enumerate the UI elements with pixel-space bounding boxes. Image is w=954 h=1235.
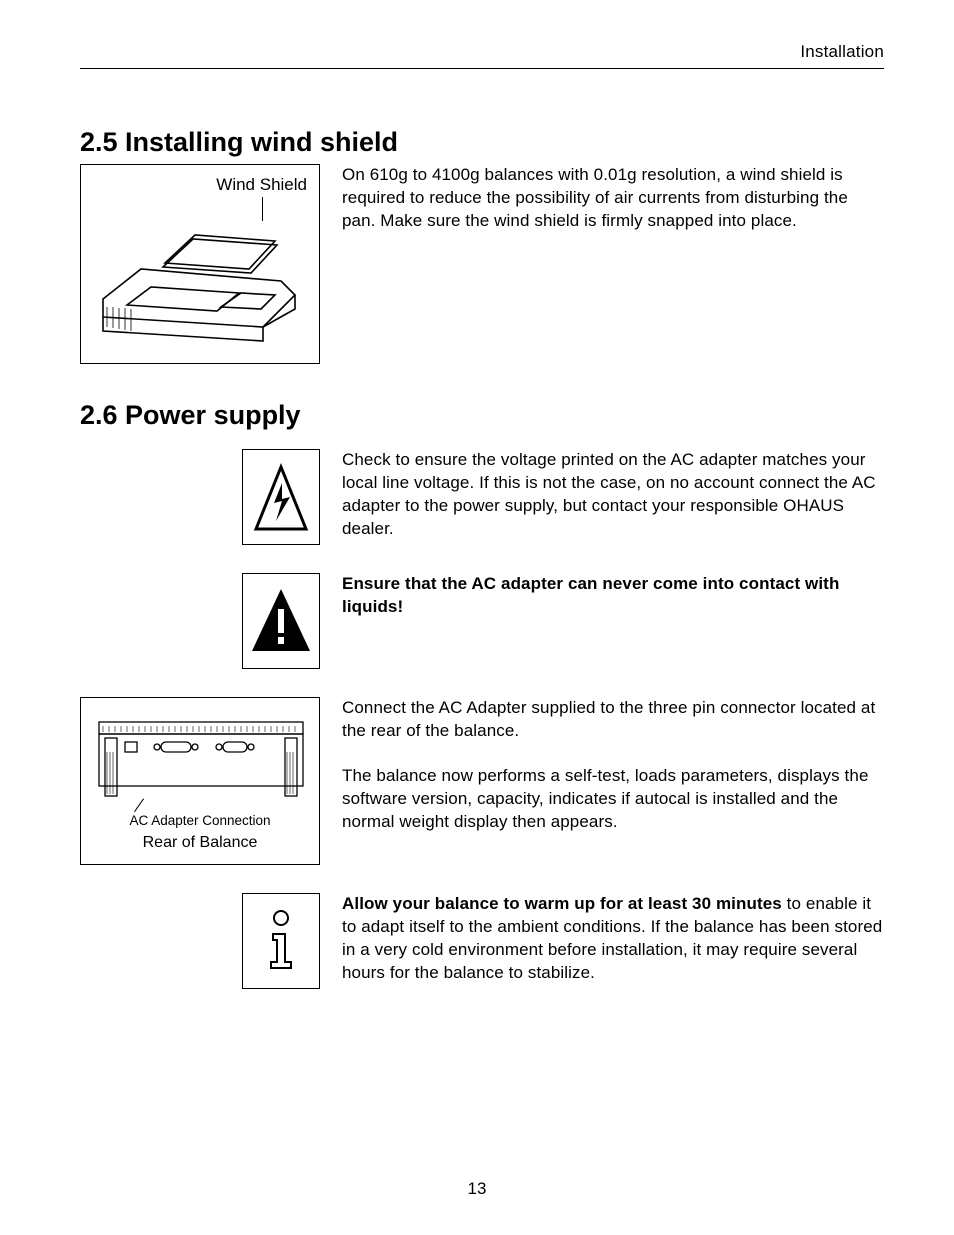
- text-column: Check to ensure the voltage printed on t…: [342, 449, 884, 541]
- paragraph: The balance now performs a self-test, lo…: [342, 765, 884, 834]
- figure-wind-shield: Wind Shield: [80, 164, 320, 364]
- figure-wind-shield-caption: Wind Shield: [216, 175, 307, 195]
- balance-illustration-icon: [93, 209, 309, 355]
- figure-rear-of-balance: AC Adapter Connection Rear of Balance: [80, 697, 320, 865]
- figure-column: [80, 449, 320, 545]
- row-warmup-info: Allow your balance to warm up for at lea…: [80, 893, 884, 989]
- section-2-6: 2.6 Power supply Check to ensure the vol…: [80, 400, 884, 989]
- text-column: Ensure that the AC adapter can never com…: [342, 573, 884, 619]
- lightning-icon: [242, 449, 320, 545]
- figure-column: [80, 573, 320, 669]
- heading-2-6: 2.6 Power supply: [80, 400, 884, 431]
- paragraph: On 610g to 4100g balances with 0.01g res…: [342, 164, 884, 233]
- bold-text: Allow your balance to warm up for at lea…: [342, 894, 782, 913]
- paragraph: Ensure that the AC adapter can never com…: [342, 573, 884, 619]
- page-number: 13: [0, 1179, 954, 1199]
- figure-column: [80, 893, 320, 989]
- row-voltage-check: Check to ensure the voltage printed on t…: [80, 449, 884, 545]
- section-2-5-body: Wind Shield: [80, 164, 884, 364]
- info-icon: [242, 893, 320, 989]
- figure-column: AC Adapter Connection Rear of Balance: [80, 697, 320, 865]
- running-header: Installation: [80, 42, 884, 69]
- page: Installation 2.5 Installing wind shield …: [0, 0, 954, 1235]
- text-column: Allow your balance to warm up for at lea…: [342, 893, 884, 985]
- rear-panel-illustration-icon: [95, 716, 307, 808]
- warning-icon: [242, 573, 320, 669]
- paragraph: Allow your balance to warm up for at lea…: [342, 893, 884, 985]
- section-2-5-text: On 610g to 4100g balances with 0.01g res…: [342, 164, 884, 233]
- paragraph: Connect the AC Adapter supplied to the t…: [342, 697, 884, 743]
- section-2-5: 2.5 Installing wind shield Wind Shield: [80, 127, 884, 364]
- heading-2-5: 2.5 Installing wind shield: [80, 127, 884, 158]
- row-liquid-warning: Ensure that the AC adapter can never com…: [80, 573, 884, 669]
- row-ac-connection: AC Adapter Connection Rear of Balance Co…: [80, 697, 884, 865]
- figure-label-connector: AC Adapter Connection: [81, 813, 319, 828]
- bold-text: Ensure that the AC adapter can never com…: [342, 574, 839, 616]
- figure-label-rear: Rear of Balance: [81, 834, 319, 852]
- text-column: Connect the AC Adapter supplied to the t…: [342, 697, 884, 834]
- paragraph: Check to ensure the voltage printed on t…: [342, 449, 884, 541]
